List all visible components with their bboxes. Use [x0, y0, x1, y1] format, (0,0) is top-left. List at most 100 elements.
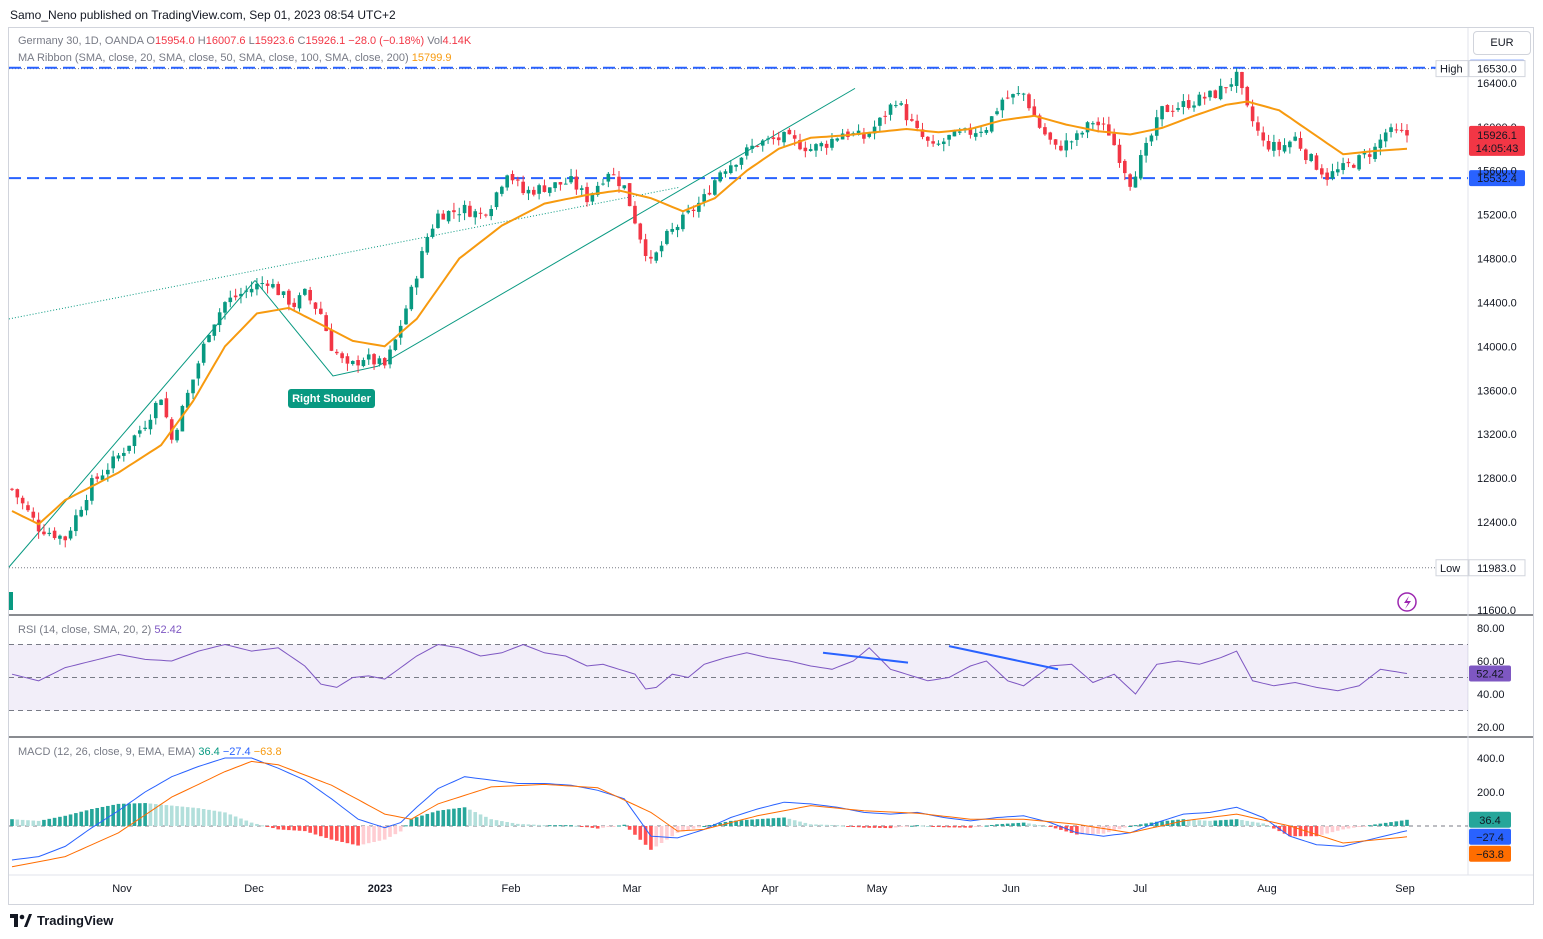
candle-body: [420, 251, 424, 279]
candle-body: [143, 427, 147, 430]
macd-histogram-bar: [484, 816, 488, 826]
candle-body: [856, 130, 861, 135]
macd-histogram-bar: [824, 824, 829, 826]
candle-body: [606, 173, 611, 182]
candle-body: [883, 115, 888, 117]
candle-body: [563, 183, 568, 185]
macd-histogram-bar: [122, 803, 126, 826]
macd-histogram-bar: [553, 825, 557, 827]
chart-frame: [8, 27, 1534, 905]
tradingview-logo-icon: [10, 914, 32, 927]
rsi-label[interactable]: RSI (14, close, SMA, 20, 2): [18, 624, 152, 636]
macd-tick-label: 400.0: [1477, 753, 1505, 765]
tradingview-logo[interactable]: TradingView: [10, 913, 113, 928]
macd-histogram-bar: [313, 826, 318, 835]
macd-histogram-bar: [739, 820, 744, 826]
macd-histogram-bar: [260, 825, 265, 827]
macd-histogram-bar: [728, 820, 733, 826]
macd-histogram-bar: [601, 826, 605, 828]
symbol-label[interactable]: Germany 30, 1D, OANDA: [18, 35, 144, 47]
low-label: L: [248, 35, 255, 47]
macd-histogram-bar: [1160, 821, 1164, 826]
candle-body: [260, 283, 265, 285]
macd-histogram-bar: [537, 824, 541, 826]
candle-body: [537, 185, 541, 194]
candle-body: [441, 213, 446, 220]
candle-body: [670, 228, 675, 232]
candle-body: [862, 132, 866, 139]
macd-histogram-bar: [1005, 823, 1010, 826]
main-pane[interactable]: [8, 66, 1468, 569]
macd-histogram-bar: [1245, 820, 1250, 826]
macd-histogram-bar: [1112, 826, 1116, 831]
candle-body: [1304, 149, 1308, 161]
candle-body: [452, 210, 456, 213]
ma-ribbon-value: 15799.9: [411, 52, 452, 64]
candle-body: [787, 129, 792, 135]
candle-body: [1277, 141, 1282, 150]
macd-histogram-bar: [1351, 826, 1356, 828]
macd-label[interactable]: MACD (12, 26, close, 9, EMA, EMA): [18, 746, 196, 758]
candle-body: [122, 452, 126, 456]
candle-body: [106, 469, 110, 475]
macd-histogram-bar: [542, 825, 547, 827]
macd-histogram-bar: [473, 812, 478, 826]
currency-button[interactable]: EUR: [1473, 31, 1531, 55]
macd-histogram-bar: [744, 819, 749, 826]
macd-histogram-bar: [100, 806, 105, 826]
candle-body: [771, 137, 776, 140]
candle-body: [728, 165, 733, 174]
candle-body: [1208, 90, 1212, 98]
candle-body: [1282, 145, 1287, 152]
candle-body: [345, 356, 350, 364]
time-tick-label: Sep: [1395, 883, 1415, 895]
macd-histogram-bar: [84, 810, 89, 826]
macd-histogram-bar: [979, 826, 983, 827]
candle-body: [207, 334, 211, 343]
candle-body: [15, 489, 20, 498]
macd-histogram-bar: [239, 818, 243, 826]
macd-histogram-bar: [420, 815, 424, 826]
candle-body: [867, 133, 872, 137]
rsi-line: [11, 643, 1408, 695]
macd-histogram-bar: [1341, 826, 1345, 830]
macd-histogram-bar: [1181, 819, 1186, 826]
candle-body: [127, 445, 131, 451]
candle-body: [249, 288, 254, 293]
candle-body: [473, 211, 478, 218]
price-tick-label: 14800.0: [1477, 254, 1517, 266]
macd-histogram-bar: [1362, 826, 1367, 827]
macd-pane[interactable]: [9, 757, 1468, 868]
macd-histogram-bar: [137, 803, 142, 826]
macd-histogram-bar: [1250, 821, 1255, 826]
macd-histogram-bar: [398, 826, 403, 832]
macd-histogram-bar: [1128, 826, 1132, 827]
macd-histogram-bar: [271, 826, 275, 829]
macd-histogram-bar: [457, 807, 462, 826]
time-tick-label: Aug: [1257, 883, 1277, 895]
ma-ribbon-label[interactable]: MA Ribbon (SMA, close, 20, SMA, close, 5…: [18, 52, 409, 64]
macd-histogram-bar: [931, 826, 935, 827]
extreme-tag-box: [1435, 559, 1469, 577]
candle-body: [744, 147, 749, 156]
candle-body: [1144, 142, 1148, 156]
macd-histogram-bar: [1240, 820, 1244, 826]
candle-body: [654, 252, 659, 261]
candle-body: [180, 405, 185, 432]
candle-body: [1202, 96, 1207, 99]
macd-histogram-bar: [1224, 819, 1228, 826]
scroll-marker[interactable]: [9, 592, 13, 610]
rsi-pane[interactable]: [11, 643, 1408, 695]
candle-body: [153, 402, 158, 419]
macd-histogram-bar: [1208, 820, 1212, 826]
candle-body: [547, 187, 552, 193]
candle-body: [1154, 117, 1159, 136]
candle-body: [872, 126, 877, 134]
ma-legend: MA Ribbon (SMA, close, 20, SMA, close, 5…: [18, 52, 452, 64]
price-tick-label: 13200.0: [1477, 429, 1517, 441]
right-shoulder-annotation[interactable]: Right Shoulder: [288, 389, 375, 408]
macd-histogram-bar: [1011, 823, 1015, 826]
candle-body: [627, 183, 632, 207]
lightning-icon[interactable]: [1397, 592, 1417, 612]
price-tick-label: 13600.0: [1477, 385, 1517, 397]
